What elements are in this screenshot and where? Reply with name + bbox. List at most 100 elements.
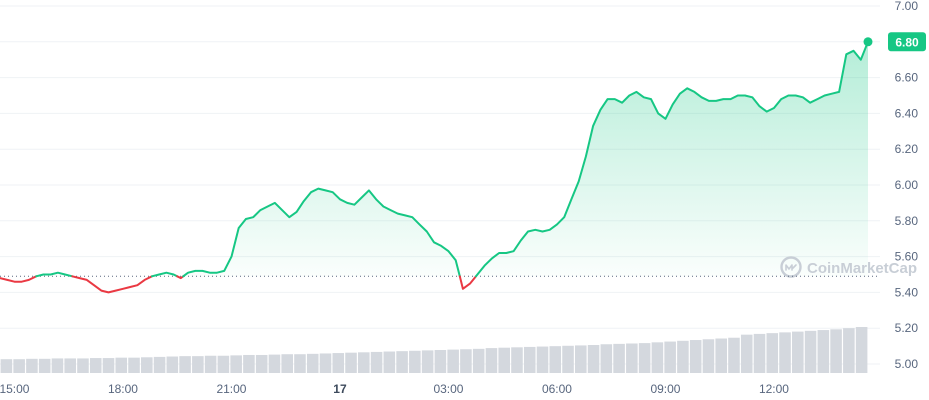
price-line-down [71,275,153,294]
x-tick-label: 18:00 [108,382,138,396]
y-tick-label: 5.20 [895,321,919,335]
volume-bar [281,354,293,373]
volume-bar [587,345,600,373]
volume-bar [843,328,855,373]
volume-bar [472,348,485,373]
volume-bar [179,356,191,373]
current-price-label: 6.80 [895,35,919,49]
volume-bar [409,350,421,373]
volume-bar [153,356,166,373]
volume-bar [702,339,715,373]
volume-bar [115,357,128,373]
volume-bar [600,344,613,373]
volume-bar [434,350,447,373]
volume-bar [740,334,753,373]
y-tick-label: 5.00 [895,357,919,371]
price-line-down [0,275,38,283]
volume-bar [0,359,13,373]
volume-bar [128,357,140,373]
watermark-text: CoinMarketCap [807,260,917,277]
volume-bar [102,358,115,373]
x-tick-label: 06:00 [542,382,572,396]
volume-bar [792,331,804,373]
y-tick-label: 5.60 [895,250,919,264]
y-tick-label: 6.00 [895,178,919,192]
volume-bar [38,358,51,373]
x-tick-label: 15:00 [0,382,30,396]
volume-bar [613,343,625,373]
x-tick-label: 21:00 [216,382,246,396]
volume-bar [498,347,510,373]
x-axis: 15:00 18:00 21:00 17 03:00 06:00 09:00 12:00 [0,382,789,396]
volume-bar [370,351,383,373]
y-tick-label: 6.40 [895,106,919,120]
volume-bar [192,356,204,373]
volume-bar [511,347,523,373]
volume-bar [358,352,370,373]
volume-bar [715,338,727,373]
volume-bar [523,346,536,373]
volume-bar [51,358,64,373]
current-price-badge: 6.80 [888,32,926,52]
volume-bar [575,345,587,373]
volume-bar [804,330,817,373]
volume-bar [345,352,357,373]
volume-bar [383,351,396,373]
y-tick-label: 7.00 [895,0,919,13]
price-line-up [150,271,179,278]
price-line-up [475,40,869,278]
volume-bars [0,327,868,373]
volume-bar [204,355,217,373]
volume-bar [13,359,25,373]
y-tick-label: 5.40 [895,285,919,299]
price-line [0,40,869,294]
volume-bar [26,358,38,373]
y-tick-label: 5.80 [895,214,919,228]
y-tick-label: 6.20 [895,142,919,156]
volume-bar [779,332,791,373]
coinmarketcap-logo-icon [780,256,802,278]
volume-bar [64,358,76,373]
volume-bar [255,354,268,373]
coinmarketcap-watermark: CoinMarketCap [780,256,917,278]
current-price-badge-bg [888,32,926,52]
volume-bar [447,349,459,373]
volume-bar [549,346,562,373]
x-tick-label: 12:00 [759,382,789,396]
volume-bar [485,348,498,373]
y-axis: 7.00 6.80 6.60 6.40 6.20 6.00 5.80 5.60 5.40 5.20… [895,0,919,371]
volume-bar [217,355,230,373]
price-line-up [35,271,74,278]
volume-bar [166,356,179,373]
volume-bar [332,353,345,373]
volume-bar [319,353,332,373]
volume-bar [396,351,408,373]
price-line-up [182,187,461,278]
x-tick-label: 09:00 [650,382,680,396]
volume-bar [626,343,638,373]
volume-bar [753,333,766,373]
volume-bar [562,345,574,373]
current-price-dot [863,37,873,47]
volume-bar [817,330,830,373]
volume-bar [536,346,549,373]
volume-bar [766,333,779,373]
volume-bar [230,355,242,373]
volume-bar [664,341,676,373]
volume-bar [830,329,842,373]
x-tick-label: 17 [333,382,347,396]
volume-bar [689,340,702,373]
volume-bar [306,353,319,373]
price-line-down [458,275,477,290]
volume-bar [294,354,306,373]
volume-bar [728,337,740,373]
volume-bar [89,358,102,373]
volume-bar [141,357,153,373]
volume-bar [855,327,868,373]
volume-bar [243,354,255,373]
volume-bar [77,358,89,373]
x-tick-label: 03:00 [433,382,463,396]
volume-bar [638,343,651,373]
